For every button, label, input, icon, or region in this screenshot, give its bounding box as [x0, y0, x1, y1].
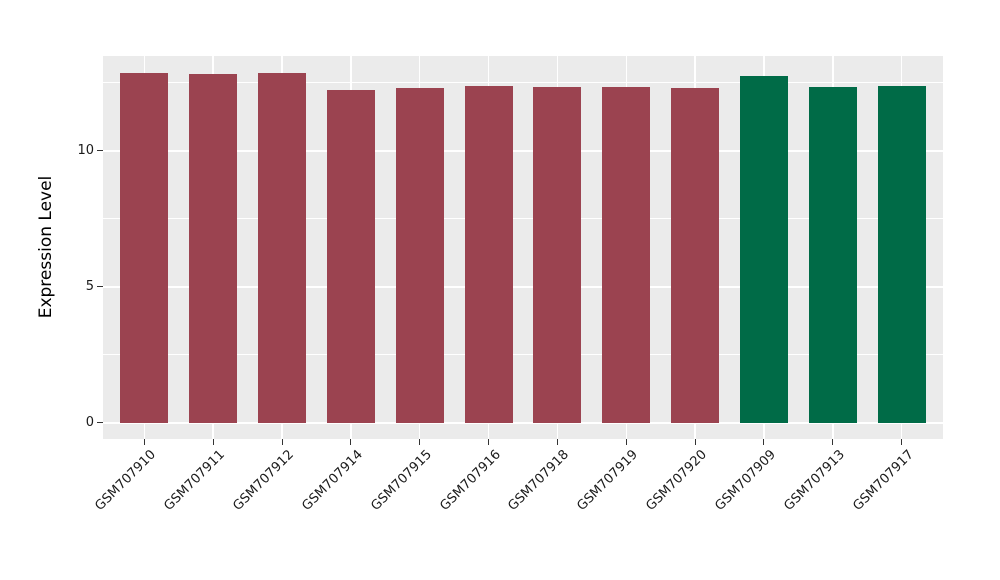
- y-tick-mark: [97, 286, 103, 288]
- bar: [602, 86, 651, 423]
- bar: [258, 73, 307, 423]
- gridline-major-y: [103, 285, 943, 288]
- x-tick-mark: [763, 439, 765, 445]
- x-tick-mark: [488, 439, 490, 445]
- gridline-major-y: [103, 421, 943, 424]
- x-tick-mark: [625, 439, 627, 445]
- y-axis-title-text: Expression Level: [36, 175, 56, 319]
- gridline-minor-y: [103, 218, 943, 220]
- x-tick-mark: [350, 439, 352, 445]
- gridline-major-y: [103, 149, 943, 152]
- x-tick-mark: [212, 439, 214, 445]
- y-tick-mark: [97, 150, 103, 152]
- gridline-minor-y: [103, 354, 943, 356]
- x-tick-mark: [556, 439, 558, 445]
- bar: [326, 89, 375, 423]
- plot-panel: [103, 56, 943, 439]
- x-tick-mark: [281, 439, 283, 445]
- bar: [877, 85, 926, 423]
- bar: [739, 75, 788, 423]
- y-tick-mark: [97, 422, 103, 424]
- y-tick-label: 10: [77, 143, 94, 159]
- x-tick-mark: [419, 439, 421, 445]
- bar: [671, 87, 720, 423]
- gridline-minor-y: [103, 82, 943, 84]
- y-tick-label: 0: [85, 415, 94, 431]
- bar: [120, 72, 169, 423]
- x-tick-mark: [832, 439, 834, 445]
- bar: [189, 74, 238, 423]
- bar: [464, 85, 513, 423]
- bar: [808, 87, 857, 423]
- x-tick-mark: [143, 439, 145, 445]
- bar: [395, 88, 444, 423]
- bar: [533, 86, 582, 423]
- y-tick-label: 5: [85, 279, 94, 295]
- x-tick-mark: [694, 439, 696, 445]
- x-tick-mark: [901, 439, 903, 445]
